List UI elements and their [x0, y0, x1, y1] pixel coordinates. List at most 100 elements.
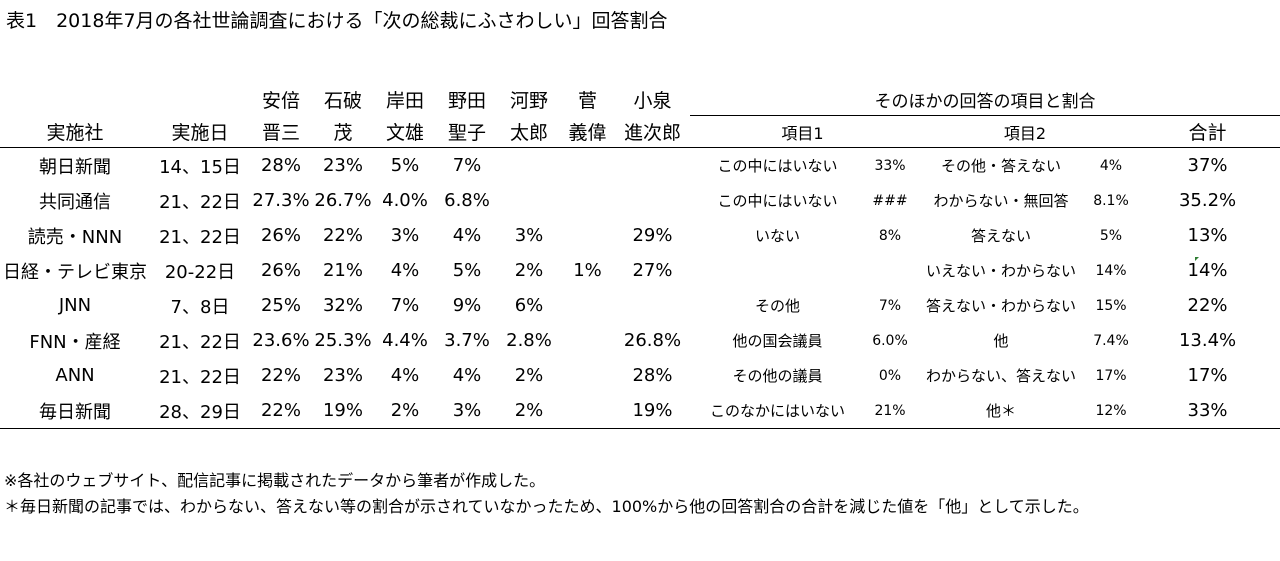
date-cell: 20-22日: [164, 261, 236, 283]
noda-value: 9%: [452, 295, 482, 316]
date-cell: 21、22日: [159, 366, 241, 388]
candidate-header-bottom: 晋三: [250, 115, 312, 148]
company-cell: 朝日新聞: [39, 156, 111, 178]
suga-value: [560, 288, 615, 323]
candidate-header-bottom: 太郎: [498, 115, 560, 148]
kishida-value: 4%: [390, 260, 420, 281]
kishida-value: 3%: [390, 225, 420, 246]
kono-value: 2%: [514, 365, 544, 386]
kono-value: 3%: [514, 225, 544, 246]
candidate-header-top: 菅: [577, 90, 597, 113]
kishida-value: 5%: [390, 155, 420, 176]
total-value: 33%: [1135, 393, 1280, 429]
kono-value: 6%: [514, 295, 544, 316]
koizumi-value: 28%: [632, 365, 673, 386]
company-cell: FNN・産経: [29, 331, 121, 353]
company-header: 実施社: [0, 115, 150, 148]
date-cell: 28、29日: [150, 393, 250, 429]
candidate-header-bottom: 文雄: [374, 115, 436, 148]
footnotes: ※各社のウェブサイト、配信記事に掲載されたデータから筆者が作成した。 ＊毎日新聞…: [4, 468, 1276, 520]
noda-value: 5%: [452, 260, 482, 281]
kono-value: 2.8%: [506, 330, 552, 351]
candidate-header-top: 河野: [509, 90, 548, 113]
kishida-value: 4.4%: [382, 330, 428, 351]
abe-value: 28%: [260, 155, 301, 176]
item2-label: 答えない: [970, 227, 1031, 245]
company-cell: 日経・テレビ東京: [3, 261, 147, 283]
item2-label: その他・答えない: [940, 157, 1061, 175]
suga-value: [560, 323, 615, 358]
item2-percent: 5%: [1099, 227, 1123, 244]
noda-value: 3%: [436, 393, 498, 429]
item2-percent: 15%: [1095, 297, 1127, 314]
item2-percent: 14%: [1095, 262, 1127, 279]
kishida-value: 4.0%: [382, 190, 428, 211]
candidate-header-bottom: 聖子: [436, 115, 498, 148]
ishiba-value: 19%: [312, 393, 374, 429]
cell-comment-marker: [1195, 257, 1199, 261]
table-row: FNN・産経 21、22日 23.6% 25.3% 4.4% 3.7% 2.8% 26.8% 他…: [0, 323, 1280, 358]
kishida-value: 2%: [374, 393, 436, 429]
kono-value: [498, 183, 560, 218]
item2-label: わからない、答えない: [925, 367, 1076, 385]
suga-value: [560, 393, 615, 429]
item1-percent: 7%: [878, 297, 902, 314]
company-cell: 読売・NNN: [27, 226, 123, 248]
item2-label: いえない・わからない: [925, 262, 1076, 280]
item1-label: [690, 253, 865, 288]
kono-value: 2%: [498, 393, 560, 429]
item1-percent: 0%: [878, 367, 902, 384]
total-value: 17%: [1187, 365, 1228, 386]
header-row-bottom: 実施社 実施日 晋三 茂 文雄 聖子 太郎 義偉 進次郎 項目1 項目2 合計: [0, 115, 1280, 148]
footnote-source: ※各社のウェブサイト、配信記事に掲載されたデータから筆者が作成した。: [4, 471, 546, 490]
koizumi-value: 29%: [632, 225, 673, 246]
koizumi-value: [615, 183, 690, 218]
ishiba-value: 21%: [322, 260, 363, 281]
total-value: 35.2%: [1178, 190, 1237, 211]
item1-percent: 21%: [865, 393, 915, 429]
item1-header: 項目1: [690, 115, 915, 148]
suga-value: [560, 358, 615, 393]
item2-percent: 12%: [1087, 393, 1135, 429]
table-row: 読売・NNN 21、22日 26% 22% 3% 4% 3% 29% いない 8% 答えない 5% 13…: [0, 218, 1280, 253]
koizumi-value: 19%: [615, 393, 690, 429]
abe-value: 22%: [260, 365, 301, 386]
noda-value: 6.8%: [444, 190, 490, 211]
abe-value: 27.3%: [252, 190, 310, 211]
date-cell: 21、22日: [159, 226, 241, 248]
poll-table: 安倍 石破 岸田 野田 河野 菅 小泉 そのほかの回答の項目と割合 実施社 実施…: [0, 84, 1280, 429]
item1-percent: [865, 253, 915, 288]
kono-value: [498, 148, 560, 184]
item2-label: 他＊: [915, 393, 1087, 429]
total-header: 合計: [1135, 115, 1280, 148]
koizumi-value: [615, 288, 690, 323]
noda-value: 7%: [452, 155, 482, 176]
abe-value: 22%: [250, 393, 312, 429]
date-cell: 7、8日: [170, 296, 230, 318]
company-cell: ANN: [55, 365, 95, 386]
item2-percent: 8.1%: [1093, 192, 1129, 209]
candidate-header-top: 岸田: [385, 90, 424, 113]
date-header: 実施日: [150, 115, 250, 148]
total-value: 13.4%: [1178, 330, 1237, 351]
candidate-header-bottom: 義偉: [560, 115, 615, 148]
item1-label: この中にはいない: [717, 192, 838, 210]
item2-label: 答えない・わからない: [925, 297, 1076, 315]
item1-percent: 33%: [874, 157, 906, 174]
item1-label: その他の議員: [732, 367, 823, 385]
date-cell: 14、15日: [159, 156, 241, 178]
other-answers-header: そのほかの回答の項目と割合: [874, 92, 1096, 112]
ishiba-value: 25.3%: [314, 330, 372, 351]
ishiba-value: 23%: [322, 155, 363, 176]
candidate-header-top: 小泉: [633, 90, 672, 113]
item2-header: 項目2: [915, 115, 1135, 148]
suga-value: [560, 183, 615, 218]
candidate-header-top: 石破: [323, 90, 362, 113]
table-row: 日経・テレビ東京 20-22日 26% 21% 4% 5% 2% 1% 27% いえない・わからな…: [0, 253, 1280, 288]
company-cell: 共同通信: [39, 191, 111, 213]
ishiba-value: 26.7%: [314, 190, 372, 211]
date-cell: 21、22日: [159, 191, 241, 213]
item1-percent: 8%: [878, 227, 902, 244]
item1-label: その他: [754, 297, 800, 315]
candidate-header-bottom: 進次郎: [615, 115, 690, 148]
